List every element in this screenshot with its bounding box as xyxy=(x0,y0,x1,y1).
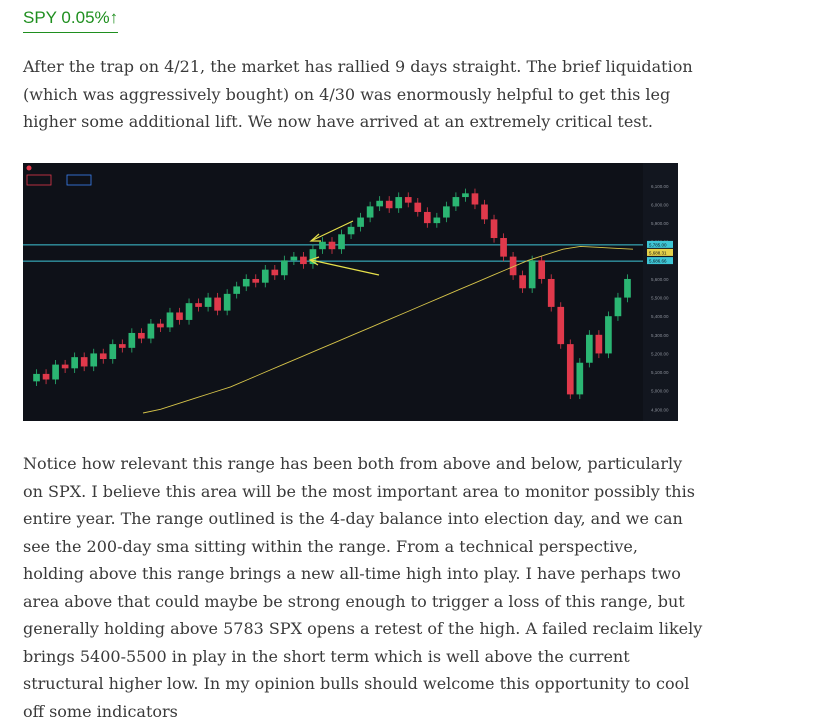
y-tick-label: 5,500.00 xyxy=(651,296,669,301)
ticker-heading: SPY 0.05%↑ xyxy=(23,8,119,33)
candle-body xyxy=(471,193,479,205)
candle-body xyxy=(490,219,498,239)
candle-body xyxy=(547,278,555,307)
candle-body xyxy=(404,197,412,203)
price-axis-panel xyxy=(643,163,678,421)
candle-body xyxy=(214,297,221,311)
candle-body xyxy=(319,241,326,250)
paragraph-intro: After the trap on 4/21, the market has r… xyxy=(23,57,693,131)
sma-200-line xyxy=(142,245,634,414)
candle-body xyxy=(185,303,193,320)
candle-body xyxy=(366,206,374,218)
y-tick-label: 4,900.00 xyxy=(651,407,669,412)
candle-body xyxy=(157,323,164,328)
candle-body xyxy=(452,197,460,207)
buy-button xyxy=(66,174,92,186)
y-tick-label: 5,000.00 xyxy=(651,389,669,394)
candle-body xyxy=(242,278,250,287)
candle-body xyxy=(233,286,241,294)
y-tick-label: 5,900.00 xyxy=(651,221,669,226)
candle-body xyxy=(357,217,364,227)
candle-body xyxy=(138,332,145,339)
candle-body xyxy=(42,373,50,380)
candle-body xyxy=(71,357,78,369)
y-tick-label: 5,400.00 xyxy=(651,314,669,319)
candle-body xyxy=(300,256,307,265)
candle-body xyxy=(281,260,288,276)
candle-body xyxy=(509,256,517,276)
annotation-arrow xyxy=(312,220,354,241)
candle-body xyxy=(566,344,574,395)
candle-body xyxy=(147,323,155,339)
y-tick-label: 5,100.00 xyxy=(651,370,669,375)
paragraph-analysis: Notice how relevant this range has been … xyxy=(23,454,703,721)
candle-body xyxy=(462,193,469,198)
price-label-text: 5,785.00 xyxy=(649,242,667,247)
candle-body xyxy=(176,312,183,320)
candle-body xyxy=(271,269,279,276)
candle-body xyxy=(538,260,546,279)
candle-body xyxy=(385,200,393,209)
candle-body xyxy=(433,217,441,224)
candle-body xyxy=(338,234,345,250)
candle-body xyxy=(528,260,536,289)
candle-body xyxy=(395,197,403,209)
candle-body xyxy=(443,206,450,218)
candle-body xyxy=(519,275,526,289)
candle-body xyxy=(109,344,117,360)
annotation-arrow xyxy=(310,259,380,276)
candle-body xyxy=(61,364,69,369)
candle-body xyxy=(80,357,88,367)
candle-body xyxy=(33,373,40,382)
candle-body xyxy=(52,364,59,380)
price-label-text: 5,686.66 xyxy=(649,259,667,264)
arrow-head xyxy=(309,233,321,242)
price-label-box xyxy=(647,248,673,256)
candle-body xyxy=(586,334,593,363)
candle-body xyxy=(128,332,136,348)
spx-chart[interactable]: 6,100.006,000.005,900.005,800.005,700.00… xyxy=(23,163,678,421)
candle-body xyxy=(223,293,231,311)
candle-body xyxy=(624,278,631,298)
y-tick-label: 6,000.00 xyxy=(651,203,669,208)
candle-body xyxy=(347,226,355,235)
chart-svg: 6,100.006,000.005,900.005,800.005,700.00… xyxy=(23,163,678,421)
candle-body xyxy=(261,269,269,283)
candle-body xyxy=(204,297,212,307)
candle-body xyxy=(309,249,317,265)
candle-body xyxy=(328,241,336,250)
price-label-box xyxy=(647,257,673,265)
y-tick-label: 5,200.00 xyxy=(651,351,669,356)
candle-body xyxy=(99,353,107,360)
symbol-dot xyxy=(26,165,32,171)
y-tick-label: 5,300.00 xyxy=(651,333,669,338)
sell-button xyxy=(26,174,52,186)
candle-body xyxy=(576,362,584,395)
candle-body xyxy=(290,256,298,261)
candle-body xyxy=(252,278,260,283)
candle-body xyxy=(557,306,565,345)
arrow-head xyxy=(308,256,320,266)
candle-body xyxy=(605,316,612,354)
price-label-text: 5,688.31 xyxy=(649,250,667,255)
candle-body xyxy=(90,353,98,367)
candle-body xyxy=(500,238,507,257)
candle-body xyxy=(481,204,488,220)
candle-body xyxy=(595,334,603,354)
y-tick-label: 5,600.00 xyxy=(651,277,669,282)
candle-body xyxy=(423,211,431,224)
candle-body xyxy=(195,303,202,307)
candle-body xyxy=(376,200,383,207)
candle-body xyxy=(166,312,174,328)
candle-body xyxy=(118,344,126,348)
candle-body xyxy=(414,202,422,212)
price-label-box xyxy=(647,240,673,248)
candle-body xyxy=(614,297,622,317)
y-tick-label: 6,100.00 xyxy=(651,184,669,189)
